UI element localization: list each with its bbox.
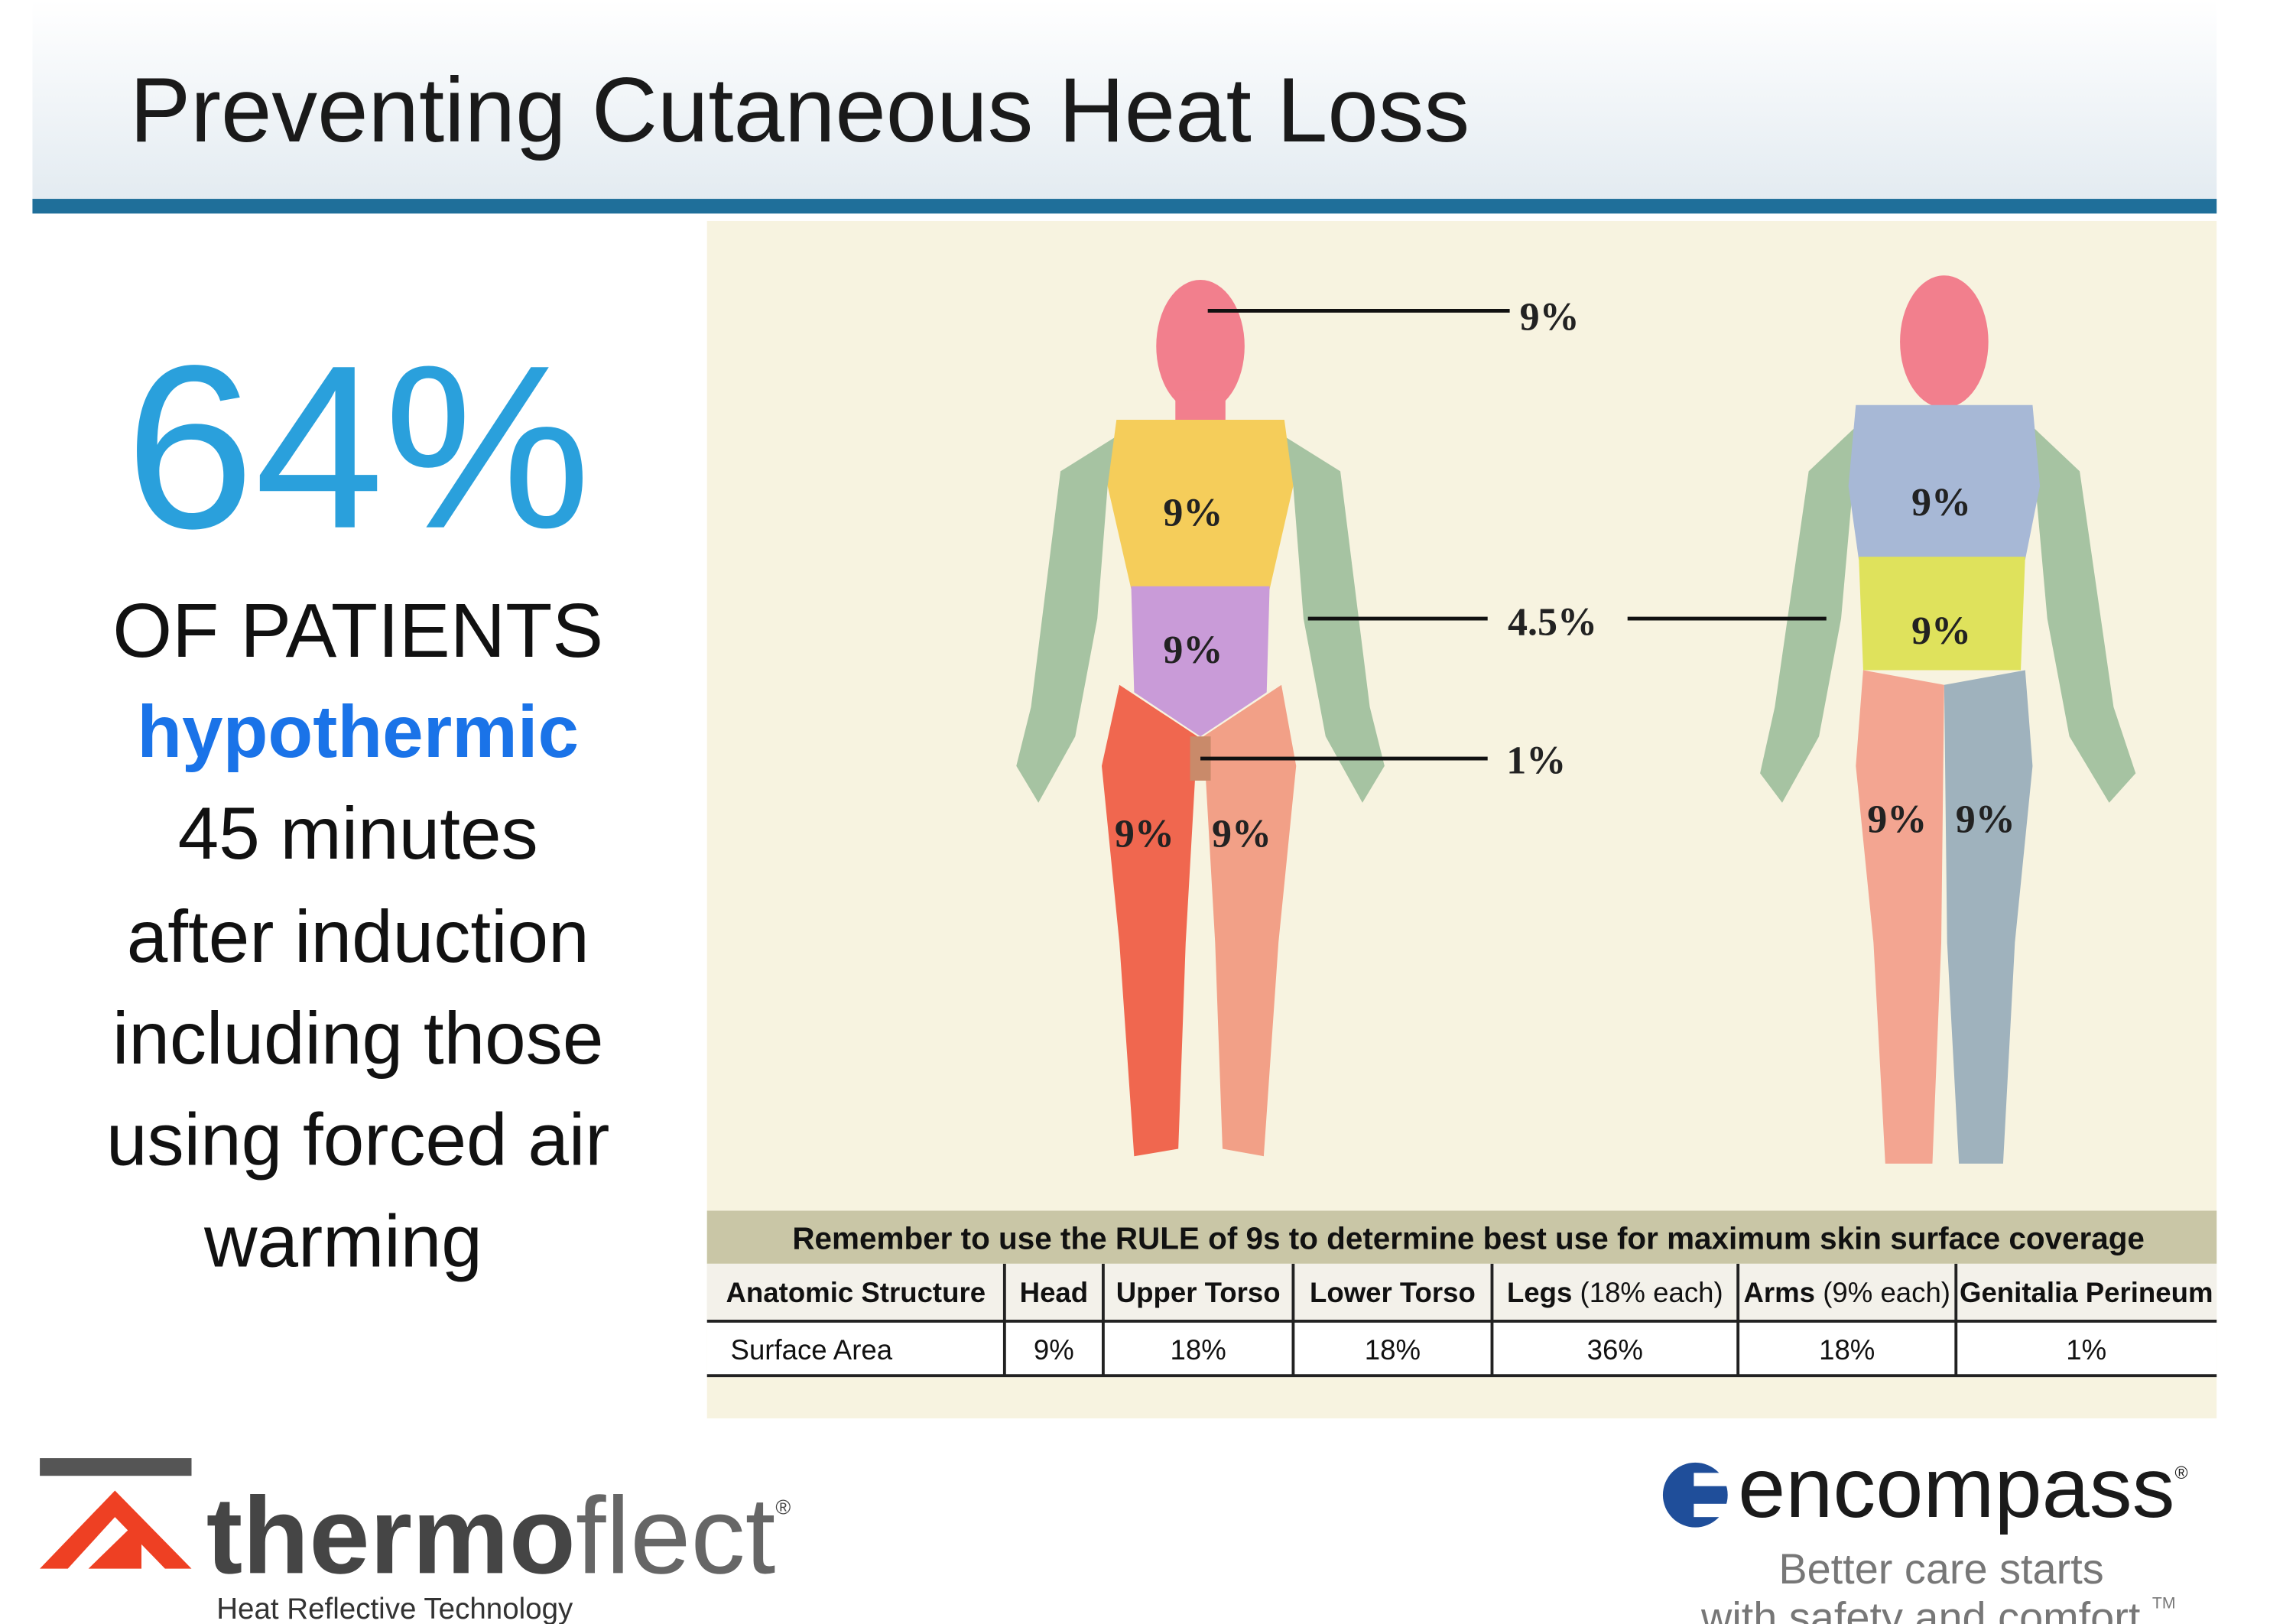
table-header-band <box>706 1263 2217 1321</box>
table: Anatomic Structure Head Upper Torso Lower T… <box>706 1263 2217 1378</box>
logo-tagline: Better care starts <box>1778 1544 2103 1593</box>
header-bold: Head <box>1020 1277 1088 1308</box>
stat-line: including those <box>112 998 603 1080</box>
logo-circle <box>1662 1462 1728 1528</box>
stat-line: warming <box>203 1201 482 1283</box>
stat-line: OF PATIENTS <box>112 588 603 674</box>
logo-tagline: with safety and comfort.TM <box>1700 1593 2175 1624</box>
logo-roof <box>40 1490 192 1569</box>
callout-label: 9% <box>1520 296 1580 339</box>
table-header-cell: Arms (9% each) <box>1743 1277 1950 1308</box>
back-body <box>1760 275 2136 1164</box>
region-label: 9% <box>1956 797 2015 841</box>
table-header-cell: Anatomic Structure <box>726 1277 986 1308</box>
region-label: 9% <box>1911 609 1971 653</box>
stat: 64% OF PATIENTS hypothermic 45 minutes a… <box>106 317 609 1283</box>
logo-bar <box>40 1458 192 1476</box>
logo-tagline: Heat Reflective Technology <box>216 1593 573 1624</box>
title: Preventing Cutaneous Heat Loss <box>130 60 1470 161</box>
header-bold: Anatomic Structure <box>726 1277 986 1308</box>
header-bold: Legs <box>1507 1277 1572 1308</box>
region-label: 9% <box>1115 813 1174 856</box>
table-cell: 18% <box>1171 1334 1226 1366</box>
logo-cut <box>1694 1503 1729 1518</box>
header-note: (9% each) <box>1823 1277 1950 1308</box>
region-label: 9% <box>1163 628 1223 672</box>
diagram-labels: 9% 4.5% 1% 9% 9% 9% 9% 9% 9% 9% 9% <box>1115 296 2015 856</box>
header-bold: Lower Torso <box>1310 1277 1476 1308</box>
region-label: 9% <box>1911 481 1971 525</box>
table-header-cell: Legs (18% each) <box>1507 1277 1723 1308</box>
header-rule <box>32 199 2217 214</box>
thermoflect-logo: thermoflect® Heat Reflective Technology <box>40 1458 791 1624</box>
stat-value: 64% <box>125 317 591 577</box>
front-body <box>1016 280 1385 1157</box>
region-label: 9% <box>1212 813 1271 856</box>
logo-bold: thermo <box>206 1475 576 1596</box>
table-cell: 9% <box>1034 1334 1074 1366</box>
table-caption: Remember to use the RULE of 9s to determ… <box>792 1221 2145 1256</box>
logo-mark: ® <box>775 1496 791 1518</box>
table-header-cell: Upper Torso <box>1116 1277 1281 1308</box>
stat-line: 45 minutes <box>178 793 538 875</box>
region-label: 9% <box>1163 492 1223 535</box>
callout-label: 4.5% <box>1508 600 1597 644</box>
table-row-band <box>706 1320 2217 1376</box>
region-label: 9% <box>1867 797 1927 841</box>
logo-wordmark: thermoflect® <box>206 1475 791 1596</box>
header-bold: Arms <box>1743 1277 1815 1308</box>
callout-label: 1% <box>1506 739 1566 782</box>
logo-mark: ® <box>2174 1463 2187 1483</box>
table-cell: 1% <box>2066 1334 2106 1366</box>
logo-name: encompass <box>1738 1440 2174 1535</box>
table-cell: 18% <box>1819 1334 1875 1366</box>
table-header-cell: Lower Torso <box>1310 1277 1476 1308</box>
logo-light: flect <box>576 1475 775 1596</box>
table-caption-band <box>706 1210 2217 1264</box>
header-bold: Upper Torso <box>1116 1277 1281 1308</box>
encompass-logo: encompass® Better care starts with safet… <box>1662 1440 2188 1624</box>
logo-tagline-text: with safety and comfort. <box>1700 1593 2152 1624</box>
stat-line: hypothermic <box>137 691 579 773</box>
table-header-cell: Head <box>1020 1277 1088 1308</box>
header-band <box>32 0 2217 200</box>
stat-line: after induction <box>127 896 589 978</box>
logo-cut <box>1694 1473 1729 1486</box>
stat-line: using forced air <box>106 1099 609 1181</box>
logo-wordmark: encompass® <box>1738 1440 2187 1535</box>
table-header-cell: Genitalia Perineum <box>1960 1277 2213 1308</box>
table-cell: Surface Area <box>731 1334 893 1366</box>
callout-lines <box>1200 309 1827 761</box>
header-bold: Genitalia Perineum <box>1960 1277 2213 1308</box>
header-note: (18% each) <box>1580 1277 1723 1308</box>
logo-tm: TM <box>2152 1595 2176 1613</box>
table-cell: 18% <box>1365 1334 1421 1366</box>
table-cell: 36% <box>1587 1334 1643 1366</box>
